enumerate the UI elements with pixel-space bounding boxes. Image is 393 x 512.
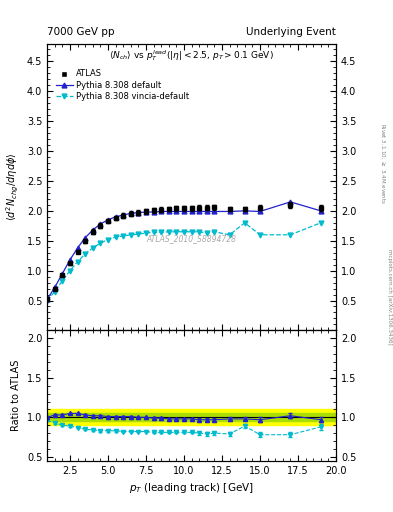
- Legend: ATLAS, Pythia 8.308 default, Pythia 8.308 vincia-default: ATLAS, Pythia 8.308 default, Pythia 8.30…: [54, 68, 191, 102]
- Text: $\langle N_{ch}\rangle$ vs $p_T^{lead}$($|\eta| < 2.5$, $p_T > 0.1$ GeV): $\langle N_{ch}\rangle$ vs $p_T^{lead}$(…: [109, 48, 274, 63]
- Text: ATLAS_2010_S8894728: ATLAS_2010_S8894728: [147, 234, 237, 243]
- Text: mcplots.cern.ch [arXiv:1306.3436]: mcplots.cern.ch [arXiv:1306.3436]: [387, 249, 391, 345]
- Text: 7000 GeV pp: 7000 GeV pp: [47, 27, 115, 37]
- Y-axis label: $\langle d^2 N_{chg}/d\eta d\phi \rangle$: $\langle d^2 N_{chg}/d\eta d\phi \rangle…: [5, 153, 21, 221]
- Text: Underlying Event: Underlying Event: [246, 27, 336, 37]
- Y-axis label: Ratio to ATLAS: Ratio to ATLAS: [11, 360, 21, 431]
- X-axis label: $p_T$ (leading track) [GeV]: $p_T$ (leading track) [GeV]: [129, 481, 254, 495]
- Text: Rivet 3.1.10, $\geq$ 3.4M events: Rivet 3.1.10, $\geq$ 3.4M events: [379, 123, 387, 204]
